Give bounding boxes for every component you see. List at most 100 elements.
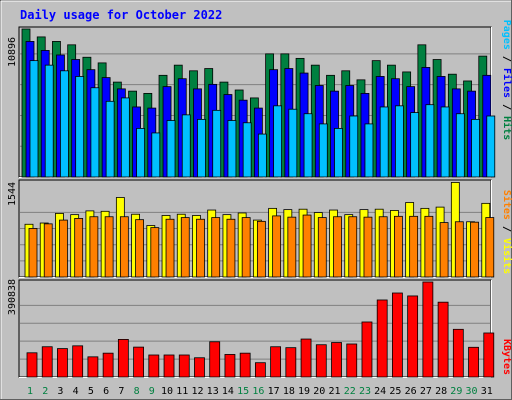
x-tick-label-day-19: 19 <box>298 386 310 397</box>
pages-bar-day-1 <box>29 60 39 178</box>
kbytes-bar-day-30 <box>468 346 479 378</box>
sites-bar-day-12 <box>196 218 205 278</box>
panel-2-legend: Sites / Visits <box>501 190 512 274</box>
x-tick-label-day-9: 9 <box>149 386 155 397</box>
pages-bar-day-18 <box>288 108 298 178</box>
sites-bar-day-7 <box>119 216 129 278</box>
pages-bar-day-26 <box>410 112 420 178</box>
sites-bar-day-6 <box>104 216 114 278</box>
kbytes-bar-day-9 <box>148 354 160 378</box>
sites-bar-day-13 <box>211 217 221 278</box>
panel-1-bars <box>21 28 496 178</box>
pages-bar-day-24 <box>379 106 389 178</box>
pages-bar-day-20 <box>318 123 328 178</box>
legend-pages: Pages <box>501 20 512 50</box>
pages-bar-day-6 <box>105 100 115 178</box>
x-tick-label-day-14: 14 <box>222 386 234 397</box>
kbytes-bar-day-13 <box>209 341 221 378</box>
kbytes-bar-day-25 <box>392 292 403 378</box>
kbytes-bar-day-6 <box>102 352 114 378</box>
sites-bar-day-10 <box>165 218 175 278</box>
x-tick-label-day-17: 17 <box>268 386 280 397</box>
x-tick-label-day-15: 15 <box>237 386 249 397</box>
chart-title: Daily usage for October 2022 <box>20 8 222 22</box>
sites-bar-day-29 <box>454 221 464 278</box>
pages-bar-day-25 <box>395 105 404 178</box>
legend-visits: Visits <box>501 238 512 274</box>
kbytes-bar-day-3 <box>57 348 68 378</box>
pages-bar-day-31 <box>486 115 496 178</box>
sites-bar-day-26 <box>409 215 419 278</box>
kbytes-bar-day-14 <box>224 354 236 378</box>
kbytes-bar-day-1 <box>26 352 38 378</box>
sites-bar-day-30 <box>470 221 479 278</box>
kbytes-bar-day-26 <box>407 295 419 378</box>
panel-3-y-tick-label: 390838 <box>7 279 18 315</box>
x-tick-label-day-25: 25 <box>389 386 401 397</box>
sites-bar-day-21 <box>333 216 342 278</box>
x-tick-label-day-8: 8 <box>134 386 140 397</box>
kbytes-bar-day-15 <box>239 352 251 378</box>
pages-bar-day-15 <box>242 122 252 178</box>
kbytes-bar-day-29 <box>452 328 464 378</box>
pages-bar-day-4 <box>75 76 85 178</box>
kbytes-bar-day-27 <box>422 281 434 378</box>
pages-bar-day-13 <box>212 109 222 178</box>
pages-bar-day-28 <box>440 106 450 178</box>
sites-bar-day-27 <box>424 215 434 278</box>
x-tick-label-day-4: 4 <box>73 386 79 397</box>
panel-hits-files-pages: 10896 Pages / Files / Hits <box>7 20 512 178</box>
x-tick-label-day-13: 13 <box>207 386 219 397</box>
kbytes-bar-day-19 <box>300 338 312 378</box>
x-tick-label-day-30: 30 <box>466 386 478 397</box>
x-tick-label-day-21: 21 <box>328 386 340 397</box>
x-tick-label-day-18: 18 <box>283 386 295 397</box>
sites-bar-day-24 <box>378 216 388 278</box>
kbytes-bar-day-4 <box>72 345 84 378</box>
kbytes-bar-day-17 <box>270 346 282 378</box>
pages-bar-day-9 <box>151 132 161 178</box>
pages-bar-day-7 <box>120 97 130 178</box>
sites-bar-day-9 <box>150 227 160 278</box>
kbytes-bar-day-28 <box>437 301 449 378</box>
pages-bar-day-5 <box>90 87 100 178</box>
panel-2-y-tick-label: 1544 <box>7 182 18 206</box>
kbytes-bar-day-22 <box>346 343 358 378</box>
panel-1-y-tick-label: 10896 <box>7 37 18 67</box>
pages-bar-day-14 <box>227 120 237 178</box>
legend-separator-2: / <box>501 104 512 116</box>
kbytes-bar-day-10 <box>163 354 175 378</box>
sites-bar-day-15 <box>241 217 251 278</box>
kbytes-bar-day-24 <box>376 299 388 378</box>
x-tick-label-day-1: 1 <box>27 386 33 397</box>
kbytes-bar-day-20 <box>315 344 327 378</box>
pages-bar-day-30 <box>471 118 480 178</box>
pages-bar-day-27 <box>425 104 435 178</box>
sites-bar-day-8 <box>135 219 144 278</box>
sites-bar-day-1 <box>28 228 38 278</box>
pages-bar-day-3 <box>60 70 69 178</box>
x-tick-label-day-16: 16 <box>252 386 264 397</box>
sites-bar-day-16 <box>256 220 266 278</box>
sites-bar-day-14 <box>226 218 236 278</box>
legend-hits: Hits <box>501 116 512 140</box>
pages-bar-day-21 <box>334 128 343 178</box>
sites-bar-day-28 <box>439 222 449 278</box>
sites-bar-day-22 <box>348 216 358 278</box>
sites-bar-day-31 <box>485 217 495 278</box>
legend-kbytes: KBytes <box>501 339 512 375</box>
x-axis-day-labels: 1 2 3 4 5 6 7 8 9 10 11 12 13 14 15 16 17 18 19 20 21 22 23 24 2… <box>27 386 493 397</box>
sites-bar-day-19 <box>302 214 312 278</box>
x-tick-label-day-28: 28 <box>435 386 447 397</box>
sites-bar-day-23 <box>363 216 373 278</box>
sites-bar-day-11 <box>180 217 190 278</box>
x-tick-label-day-6: 6 <box>103 386 109 397</box>
pages-bar-day-22 <box>349 115 359 178</box>
kbytes-bar-day-23 <box>361 321 373 378</box>
x-tick-label-day-26: 26 <box>405 386 417 397</box>
sites-bar-day-18 <box>287 216 297 278</box>
kbytes-bar-day-8 <box>133 346 144 378</box>
x-tick-label-day-2: 2 <box>42 386 48 397</box>
x-tick-label-day-24: 24 <box>374 386 386 397</box>
